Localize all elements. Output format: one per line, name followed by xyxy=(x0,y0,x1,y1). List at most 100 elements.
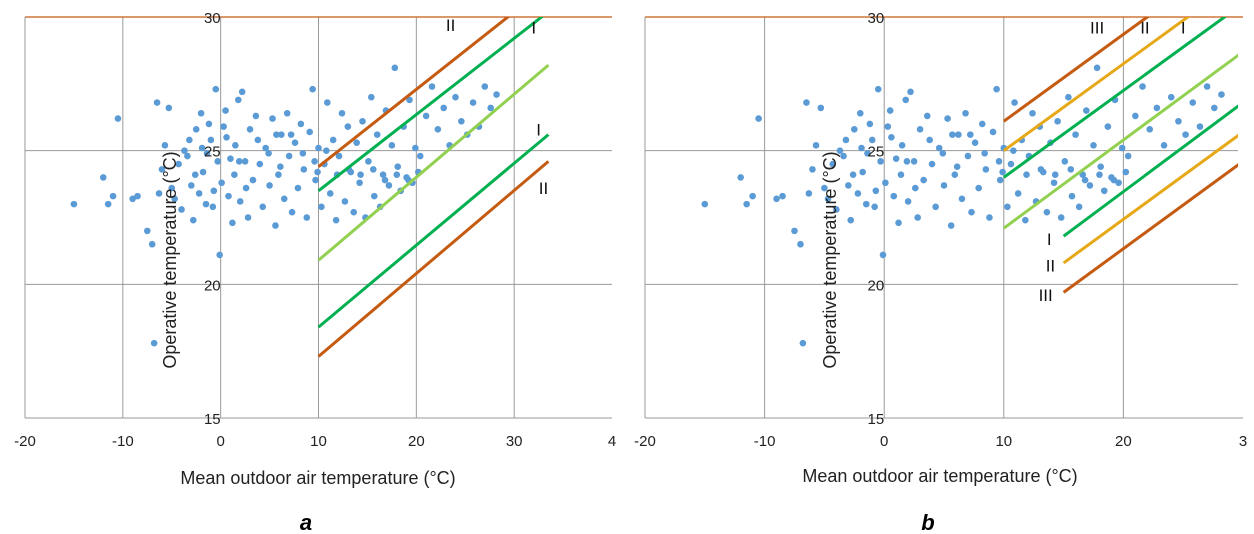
data-point xyxy=(171,195,178,203)
data-point xyxy=(186,136,193,144)
data-point xyxy=(242,184,250,192)
data-point xyxy=(944,115,951,122)
data-point xyxy=(1072,131,1079,138)
data-point xyxy=(175,160,182,168)
data-point xyxy=(842,136,850,144)
data-point xyxy=(1104,123,1112,130)
y-tick-label: 20 xyxy=(204,277,221,294)
data-point xyxy=(1124,152,1132,160)
comfort-line xyxy=(1062,104,1238,238)
data-point xyxy=(914,214,921,221)
data-point xyxy=(370,192,378,200)
data-point xyxy=(923,112,931,120)
data-point xyxy=(993,85,1000,93)
comfort-line xyxy=(1002,17,1150,123)
data-point xyxy=(859,168,866,176)
data-point xyxy=(265,150,272,157)
data-point xyxy=(903,158,911,165)
data-point xyxy=(871,203,878,211)
y-tick-label: 25 xyxy=(204,144,221,161)
data-point xyxy=(299,150,307,157)
data-point xyxy=(195,190,203,197)
data-point xyxy=(1175,117,1182,125)
data-point xyxy=(886,107,894,114)
data-point xyxy=(1007,160,1015,168)
data-point xyxy=(359,117,366,125)
data-point xyxy=(231,171,238,179)
data-point xyxy=(1057,214,1065,221)
comfort-line xyxy=(1002,17,1191,152)
data-point xyxy=(388,142,396,149)
panel-a-tick-labels: -20 -10 0 10 20 30 4 15 20 25 30 xyxy=(14,10,616,450)
data-point xyxy=(803,99,810,106)
data-point xyxy=(1054,117,1061,125)
data-point xyxy=(1110,176,1118,184)
data-point xyxy=(1210,104,1218,112)
comfort-line xyxy=(1002,53,1238,230)
data-point xyxy=(1004,203,1011,211)
data-point xyxy=(278,131,285,138)
data-point xyxy=(928,160,936,168)
data-point xyxy=(968,208,975,216)
data-point xyxy=(222,107,229,114)
data-point xyxy=(1122,168,1130,176)
data-point xyxy=(294,184,302,192)
data-point xyxy=(962,109,969,117)
data-point xyxy=(323,147,330,154)
data-point xyxy=(1010,147,1017,154)
data-point xyxy=(440,104,448,112)
data-point xyxy=(1097,163,1104,171)
data-point xyxy=(318,203,325,211)
data-point xyxy=(434,125,442,133)
data-point xyxy=(1167,93,1175,101)
data-point xyxy=(406,96,413,104)
data-point xyxy=(416,152,424,160)
data-point xyxy=(1061,158,1069,165)
comfort-line xyxy=(1002,17,1228,179)
data-point xyxy=(314,168,321,176)
data-point xyxy=(335,152,343,160)
data-point xyxy=(910,158,918,165)
data-point xyxy=(1139,83,1146,90)
data-point xyxy=(262,144,269,152)
data-point xyxy=(324,99,331,106)
data-point xyxy=(291,139,299,146)
data-point xyxy=(1051,171,1059,179)
data-point xyxy=(203,150,211,157)
x-tick-label: 4 xyxy=(608,433,616,450)
data-point xyxy=(205,120,213,128)
data-point xyxy=(422,112,430,120)
panel-a-comfort-lines xyxy=(317,17,550,358)
data-point xyxy=(1065,93,1072,101)
data-point xyxy=(332,216,340,224)
data-point xyxy=(995,158,1003,165)
data-point xyxy=(1218,91,1225,98)
comfort-line xyxy=(317,133,550,329)
data-point xyxy=(971,139,979,146)
data-point xyxy=(254,136,262,144)
data-point xyxy=(986,214,993,221)
data-point xyxy=(955,131,962,138)
data-point xyxy=(1090,142,1097,149)
data-point xyxy=(373,131,381,138)
data-point xyxy=(218,179,225,187)
y-tick-label: 30 xyxy=(204,10,221,27)
data-point xyxy=(481,83,489,90)
y-tick-label: 30 xyxy=(868,10,885,27)
data-point xyxy=(1096,171,1103,179)
data-point xyxy=(297,120,305,128)
data-point xyxy=(856,109,864,117)
data-point xyxy=(858,144,865,152)
data-point xyxy=(134,192,141,200)
data-point xyxy=(277,163,284,171)
data-point xyxy=(114,115,122,122)
panel-b-ylabel: Operative temperature (°C) xyxy=(820,151,840,368)
data-point xyxy=(755,115,762,122)
x-tick-label: -20 xyxy=(14,433,36,450)
data-point xyxy=(1189,99,1197,106)
data-point xyxy=(949,131,956,138)
data-point xyxy=(452,93,459,101)
y-tick-label: 15 xyxy=(204,411,221,428)
data-point xyxy=(220,123,227,130)
data-point xyxy=(1079,171,1087,179)
